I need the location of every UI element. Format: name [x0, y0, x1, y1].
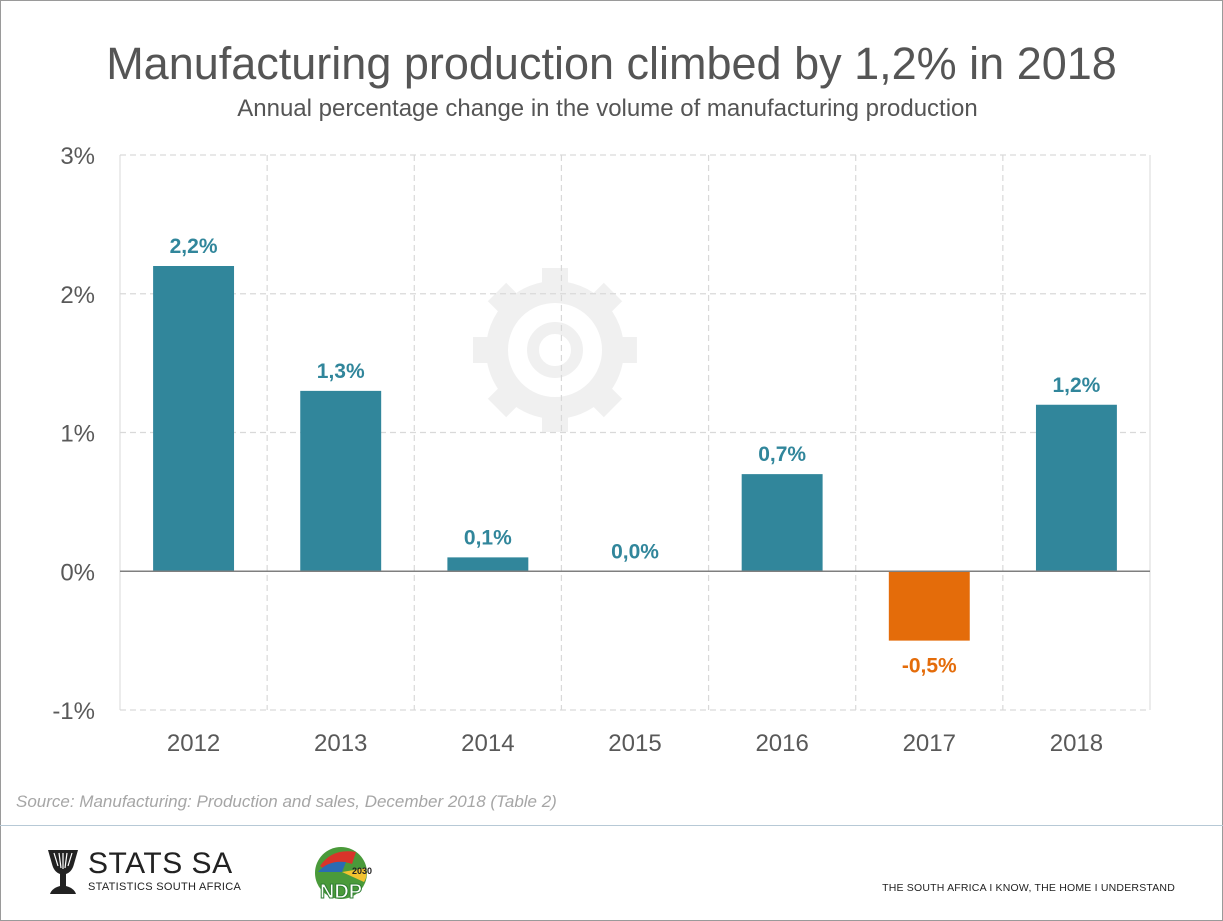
y-tick-label: 1%: [60, 421, 95, 448]
bar-2018: [1035, 404, 1117, 572]
data-label-2015: 0,0%: [611, 540, 659, 563]
y-axis: 3% 2% 1% 0% -1%: [52, 143, 95, 725]
data-label-2013: 1,3%: [317, 360, 365, 383]
ndp-2030-logo: 2030 NDP: [312, 846, 372, 909]
footer-divider: [0, 825, 1223, 826]
data-label-2017: -0,5%: [902, 655, 957, 678]
stats-sa-logo-subtitle: STATISTICS SOUTH AFRICA: [88, 881, 242, 893]
data-label-2016: 0,7%: [758, 443, 806, 466]
bar-2013: [300, 390, 382, 572]
bar-chart: 2,2% 1,3% 0,1% 0,0% 0,7% -0,5% 1,2% 3% 2% 1% 0% -1…: [52, 143, 1151, 757]
data-label-2012: 2,2%: [170, 235, 218, 258]
data-label-2018: 1,2%: [1052, 374, 1100, 397]
gridlines: [119, 154, 1151, 711]
x-tick-label: 2015: [608, 730, 661, 757]
stats-sa-logo: STATS SA STATISTICS SOUTH AFRICA: [46, 846, 266, 898]
bar-2017: [888, 571, 970, 641]
chart-title: Manufacturing production climbed by 1,2%…: [106, 38, 1117, 89]
x-tick-label: 2013: [314, 730, 367, 757]
y-tick-label: -1%: [52, 698, 95, 725]
x-tick-label: 2016: [755, 730, 808, 757]
stats-sa-emblem-icon: [48, 850, 78, 894]
y-tick-label: 2%: [60, 282, 95, 309]
bar-series: [153, 266, 1117, 641]
ndp-logo-text: NDP: [320, 881, 362, 903]
data-label-2014: 0,1%: [464, 526, 512, 549]
stats-sa-logo-name: STATS SA: [88, 847, 233, 880]
bar-2016: [741, 474, 823, 572]
tagline: THE SOUTH AFRICA I KNOW, THE HOME I UNDE…: [882, 882, 1175, 894]
x-tick-label: 2017: [903, 730, 956, 757]
y-tick-label: 3%: [60, 143, 95, 170]
x-tick-label: 2012: [167, 730, 220, 757]
source-note: Source: Manufacturing: Production and sa…: [16, 792, 557, 811]
bar-2012: [153, 266, 235, 572]
y-tick-label: 0%: [60, 559, 95, 586]
data-labels: 2,2% 1,3% 0,1% 0,0% 0,7% -0,5% 1,2%: [170, 235, 1101, 678]
x-tick-label: 2018: [1050, 730, 1103, 757]
gear-icon: [473, 268, 637, 432]
x-tick-label: 2014: [461, 730, 514, 757]
ndp-logo-year: 2030: [352, 866, 372, 876]
chart-subtitle: Annual percentage change in the volume o…: [237, 95, 978, 122]
bar-2014: [447, 557, 529, 572]
x-axis: 2012 2013 2014 2015 2016 2017 2018: [120, 570, 1150, 757]
